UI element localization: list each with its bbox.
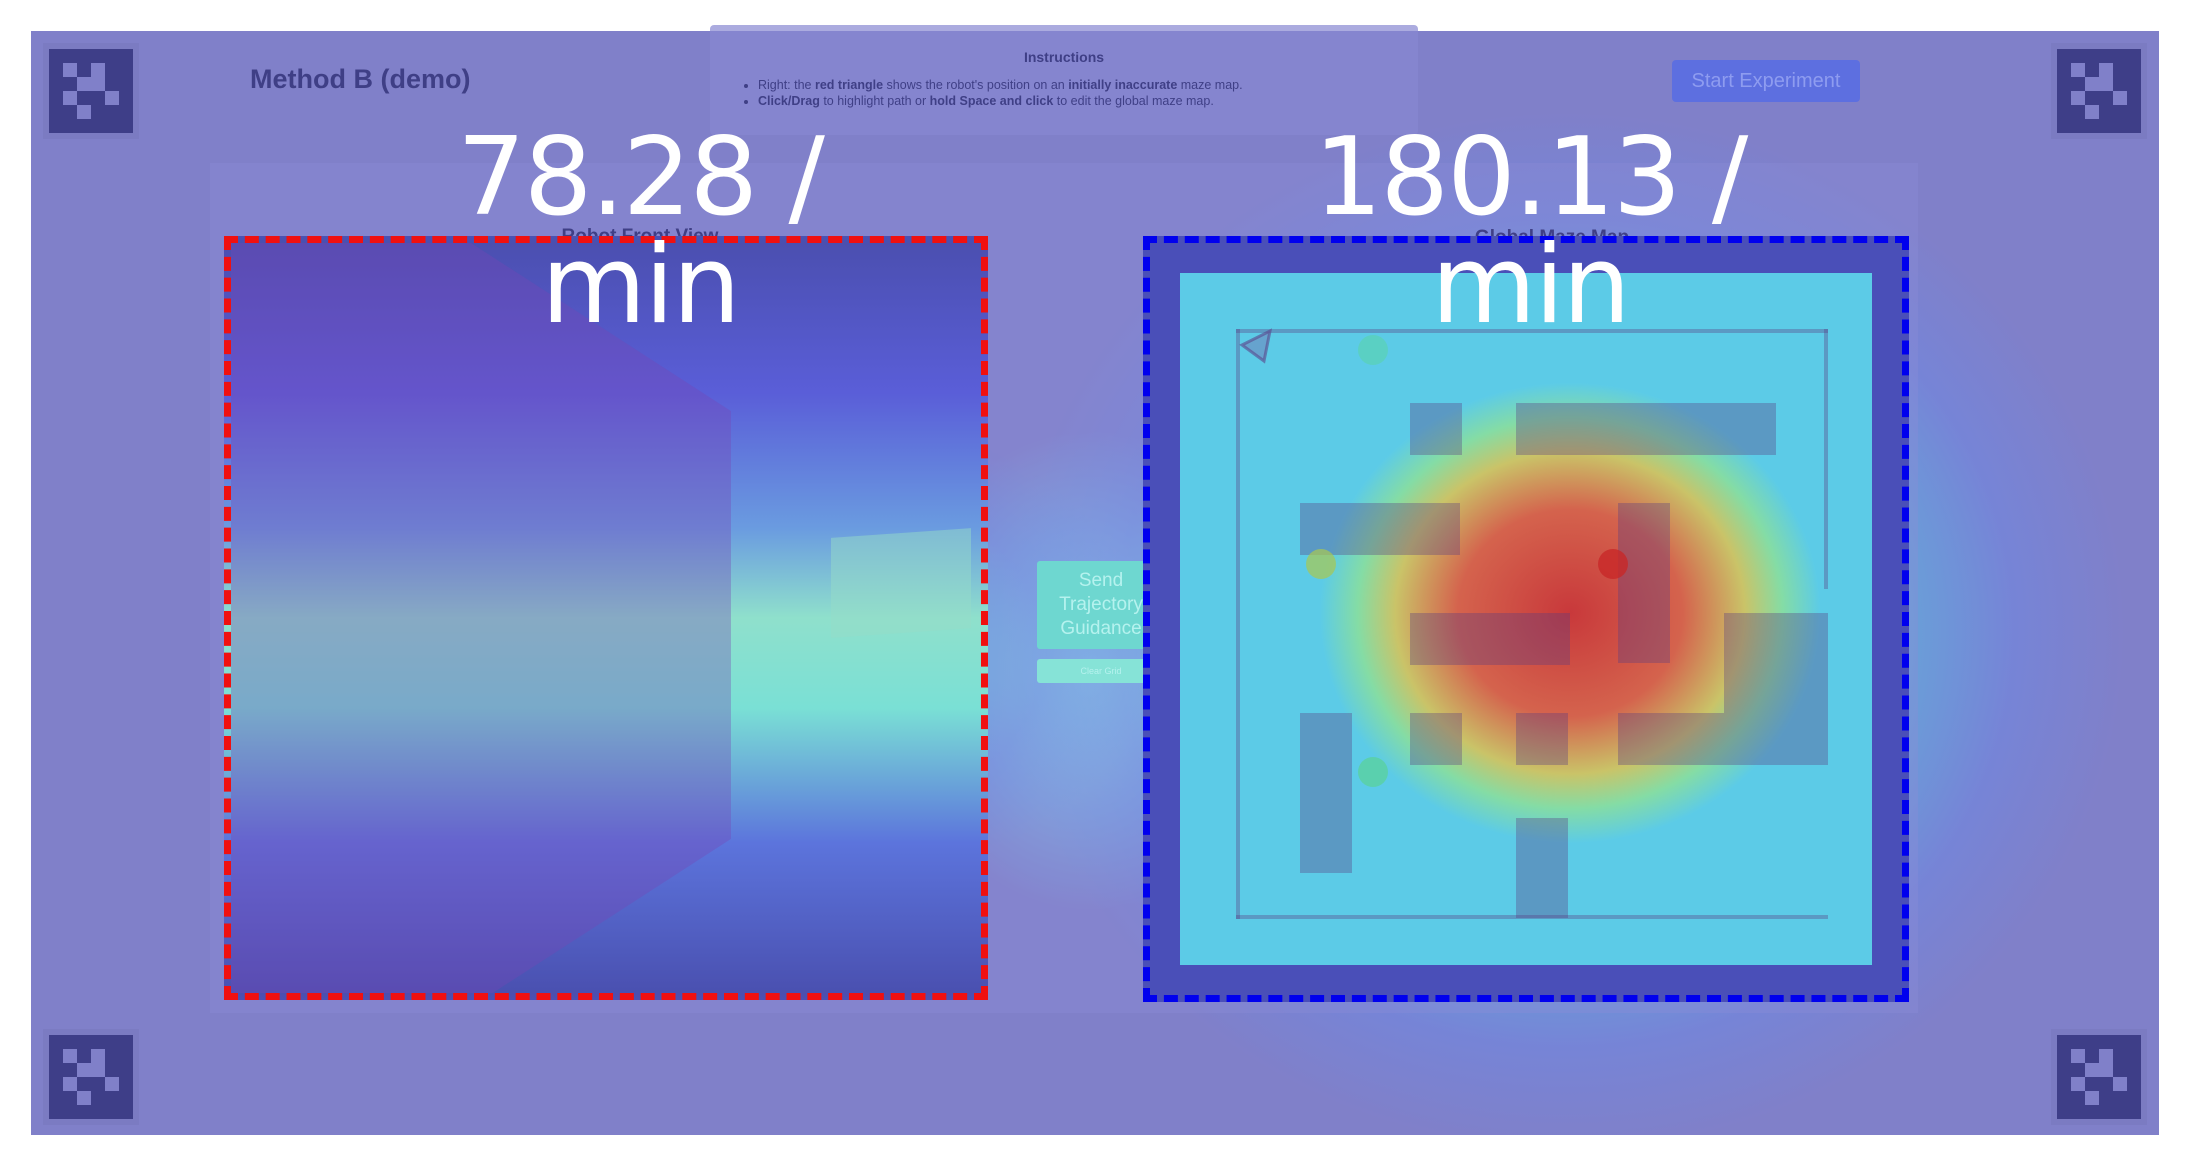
maze-wall: [1618, 503, 1670, 663]
fiducial-marker-icon: [49, 49, 133, 133]
goal-circle-icon: [1358, 335, 1388, 365]
maze-wall: [1236, 329, 1828, 333]
maze-wall-surface: [231, 243, 731, 993]
page-title: Method B (demo): [250, 64, 471, 94]
instructions-list: Right: the red triangle shows the robot'…: [740, 77, 1388, 109]
maze-wall: [1410, 613, 1570, 665]
robot-front-view: [224, 236, 988, 1000]
goal-circle-icon: [1358, 757, 1388, 787]
maze-wall: [1516, 713, 1568, 765]
maze-wall: [1236, 915, 1828, 919]
maze-wall: [1236, 329, 1240, 919]
start-experiment-button[interactable]: Start Experiment: [1672, 60, 1860, 102]
maze-wall: [1300, 503, 1460, 555]
far-maze-wall: [831, 528, 971, 638]
instructions-heading: Instructions: [1023, 49, 1105, 65]
fiducial-marker-icon: [2057, 49, 2141, 133]
maze-wall: [1516, 818, 1568, 918]
fiducial-marker-icon: [2057, 1035, 2141, 1119]
instructions-box: Instructions Right: the red triangle sho…: [710, 25, 1418, 135]
maze-wall: [1724, 613, 1828, 713]
robot-triangle-icon: [1239, 328, 1273, 364]
fiducial-marker-icon: [49, 1035, 133, 1119]
maze-wall: [1410, 713, 1462, 765]
maze-wall: [1824, 329, 1828, 589]
maze-wall: [1300, 713, 1352, 873]
metric-right: 180.13 / min: [1313, 115, 1749, 348]
maze-grid[interactable]: [1180, 273, 1872, 965]
maze-wall: [1410, 403, 1462, 455]
goal-circle-icon: [1306, 549, 1336, 579]
instructions-item: Click/Drag to highlight path or hold Spa…: [758, 93, 1388, 109]
maze-wall: [1618, 713, 1828, 765]
maze-wall: [1516, 403, 1776, 455]
metric-left: 78.28 / min: [457, 115, 825, 348]
instructions-item: Right: the red triangle shows the robot'…: [758, 77, 1388, 93]
goal-circle-icon: [1598, 549, 1628, 579]
global-maze-map[interactable]: [1143, 236, 1909, 1002]
